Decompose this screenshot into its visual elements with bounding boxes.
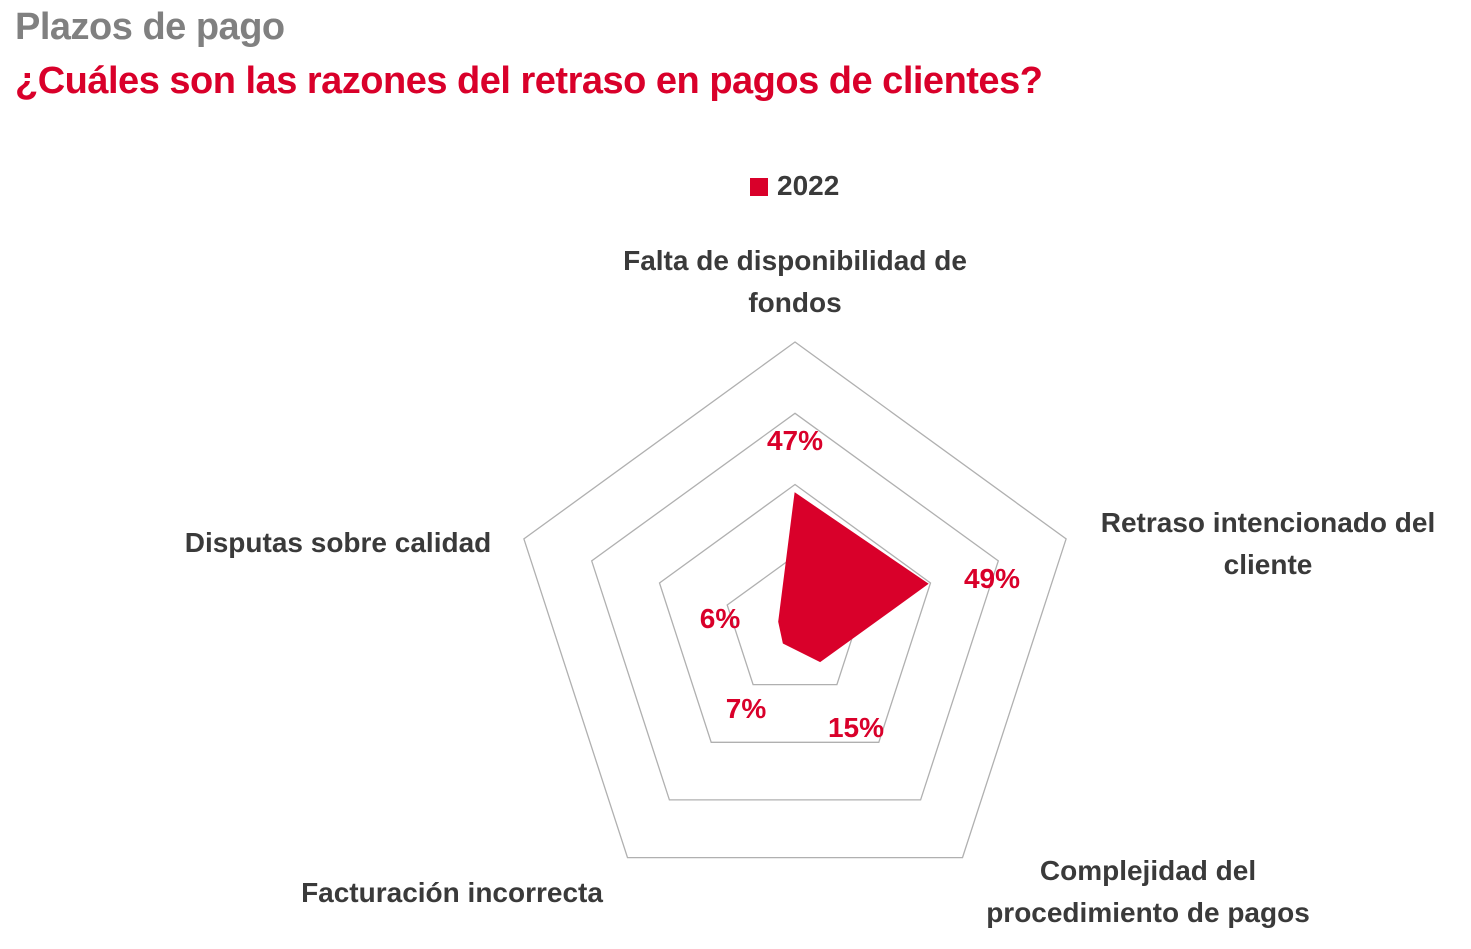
- data-label-3: 15%: [828, 712, 884, 743]
- axis-label-line: Retraso intencionado del: [1101, 507, 1436, 538]
- radar-series: [778, 492, 929, 663]
- series-area-2022: [778, 492, 929, 663]
- axis-label-line: Facturación incorrecta: [301, 877, 603, 908]
- legend-swatch: [750, 178, 768, 196]
- axis-label-line: Disputas sobre calidad: [185, 527, 492, 558]
- legend-label: 2022: [777, 170, 839, 201]
- data-label-5: 6%: [700, 603, 741, 634]
- data-label-1: 47%: [767, 425, 823, 456]
- axis-label-2: Retraso intencionado del cliente: [1101, 507, 1436, 580]
- axis-label-3: Complejidad del procedimiento de pagos: [986, 855, 1310, 928]
- grid-ring-2: [658, 483, 932, 743]
- axis-label-5: Disputas sobre calidad: [185, 527, 492, 558]
- axis-label-line: fondos: [748, 287, 841, 318]
- data-label-2: 49%: [964, 563, 1020, 594]
- grid-ring-3: [590, 412, 1000, 801]
- axis-labels: Falta de disponibilidad de fondos Retraso …: [185, 245, 1436, 928]
- axis-label-line: Falta de disponibilidad de: [623, 245, 967, 276]
- axis-label-line: Complejidad del: [1040, 855, 1256, 886]
- chart-supertitle: Plazos de pago: [15, 6, 285, 48]
- grid-ring-4: [523, 341, 1067, 859]
- axis-label-1: Falta de disponibilidad de fondos: [623, 245, 967, 318]
- chart-title: ¿Cuáles son las razones del retraso en p…: [15, 60, 1043, 102]
- axis-label-line: cliente: [1224, 549, 1313, 580]
- data-labels: 47% 49% 15% 7% 6%: [700, 425, 1020, 743]
- axis-label-4: Facturación incorrecta: [301, 877, 603, 908]
- data-label-4: 7%: [726, 693, 767, 724]
- legend: 2022: [750, 170, 839, 201]
- axis-label-line: procedimiento de pagos: [986, 897, 1310, 928]
